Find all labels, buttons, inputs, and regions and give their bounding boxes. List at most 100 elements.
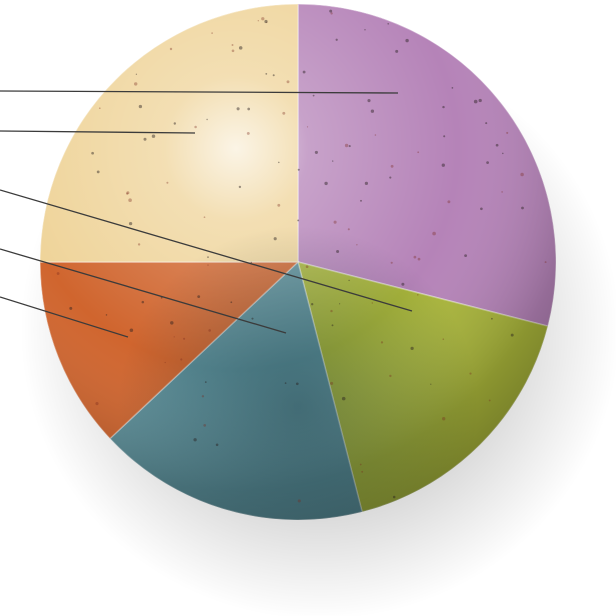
speckle xyxy=(295,382,299,386)
speckle xyxy=(69,306,73,310)
speckle xyxy=(469,372,472,375)
speckle xyxy=(314,150,318,154)
speckle xyxy=(305,265,309,269)
speckle xyxy=(170,321,174,325)
speckle xyxy=(151,134,156,138)
speckle xyxy=(330,12,333,15)
speckle xyxy=(246,131,250,135)
speckle xyxy=(336,249,340,254)
speckle xyxy=(211,32,213,34)
speckle xyxy=(447,200,451,204)
speckle xyxy=(348,145,351,148)
speckle xyxy=(206,118,208,121)
speckle xyxy=(495,143,499,147)
speckle xyxy=(371,302,373,304)
speckle xyxy=(203,216,206,219)
speckle xyxy=(510,333,514,337)
speckle xyxy=(278,161,280,164)
speckle xyxy=(544,261,547,264)
speckle xyxy=(395,49,399,53)
speckle xyxy=(134,82,138,86)
speckle xyxy=(231,49,235,53)
speckle xyxy=(265,21,268,23)
speckle xyxy=(135,73,138,75)
speckle xyxy=(311,303,314,306)
speckle xyxy=(359,463,362,466)
speckle xyxy=(201,395,205,398)
speckle xyxy=(389,176,392,179)
speckle xyxy=(95,402,99,406)
speckle xyxy=(329,9,333,13)
speckle xyxy=(312,94,315,97)
speckle xyxy=(238,185,242,189)
speckle xyxy=(392,495,396,499)
speckle xyxy=(264,19,268,24)
speckle xyxy=(180,358,183,361)
speckle xyxy=(98,107,101,110)
speckle xyxy=(56,272,60,275)
speckle xyxy=(488,399,491,402)
speckle xyxy=(231,44,234,46)
speckle xyxy=(250,261,253,264)
speckle xyxy=(230,301,233,304)
speckle xyxy=(416,293,419,296)
speckle xyxy=(272,74,275,77)
speckle xyxy=(335,38,338,41)
speckle xyxy=(486,161,489,164)
speckle xyxy=(193,438,197,442)
speckle xyxy=(341,396,346,401)
speckle xyxy=(166,181,169,184)
speckle xyxy=(297,219,300,222)
speckle xyxy=(302,70,306,74)
speckle xyxy=(491,317,493,320)
leader-line xyxy=(0,90,399,94)
leader-line xyxy=(0,296,129,338)
speckle xyxy=(203,424,207,427)
speckle xyxy=(204,381,207,383)
speckle xyxy=(91,151,94,155)
speckle xyxy=(164,361,166,364)
speckle xyxy=(282,111,286,115)
speckle xyxy=(207,264,209,266)
speckle xyxy=(297,168,300,171)
speckle xyxy=(96,170,100,174)
speckle xyxy=(105,314,108,316)
speckle xyxy=(360,199,362,202)
speckle xyxy=(236,107,240,111)
speckle xyxy=(442,338,445,340)
speckle xyxy=(480,207,483,211)
speckle xyxy=(387,23,389,25)
speckle xyxy=(473,99,478,104)
speckle xyxy=(430,383,432,385)
speckle xyxy=(410,346,414,351)
speckle xyxy=(261,17,265,21)
speckle xyxy=(207,256,209,258)
speckle xyxy=(356,244,358,246)
speckle xyxy=(502,152,504,155)
speckle xyxy=(344,143,349,148)
speckle xyxy=(330,381,334,385)
speckle xyxy=(367,99,371,103)
speckle xyxy=(330,309,333,313)
speckle xyxy=(247,107,251,111)
speckle xyxy=(137,243,141,246)
speckle xyxy=(364,181,369,186)
speckle xyxy=(442,417,446,421)
speckle xyxy=(143,137,147,141)
speckle xyxy=(277,203,281,207)
speckle xyxy=(506,131,509,134)
speckle xyxy=(297,499,301,503)
airbrush-speckles xyxy=(56,9,547,503)
speckle xyxy=(284,382,287,384)
speckle xyxy=(520,172,524,177)
speckle xyxy=(251,317,254,320)
speckle xyxy=(413,255,417,259)
speckle xyxy=(417,151,420,154)
leader-line xyxy=(0,189,413,312)
speckle xyxy=(478,98,482,103)
speckle xyxy=(464,254,468,258)
speckle xyxy=(324,181,328,186)
speckle xyxy=(361,470,364,473)
